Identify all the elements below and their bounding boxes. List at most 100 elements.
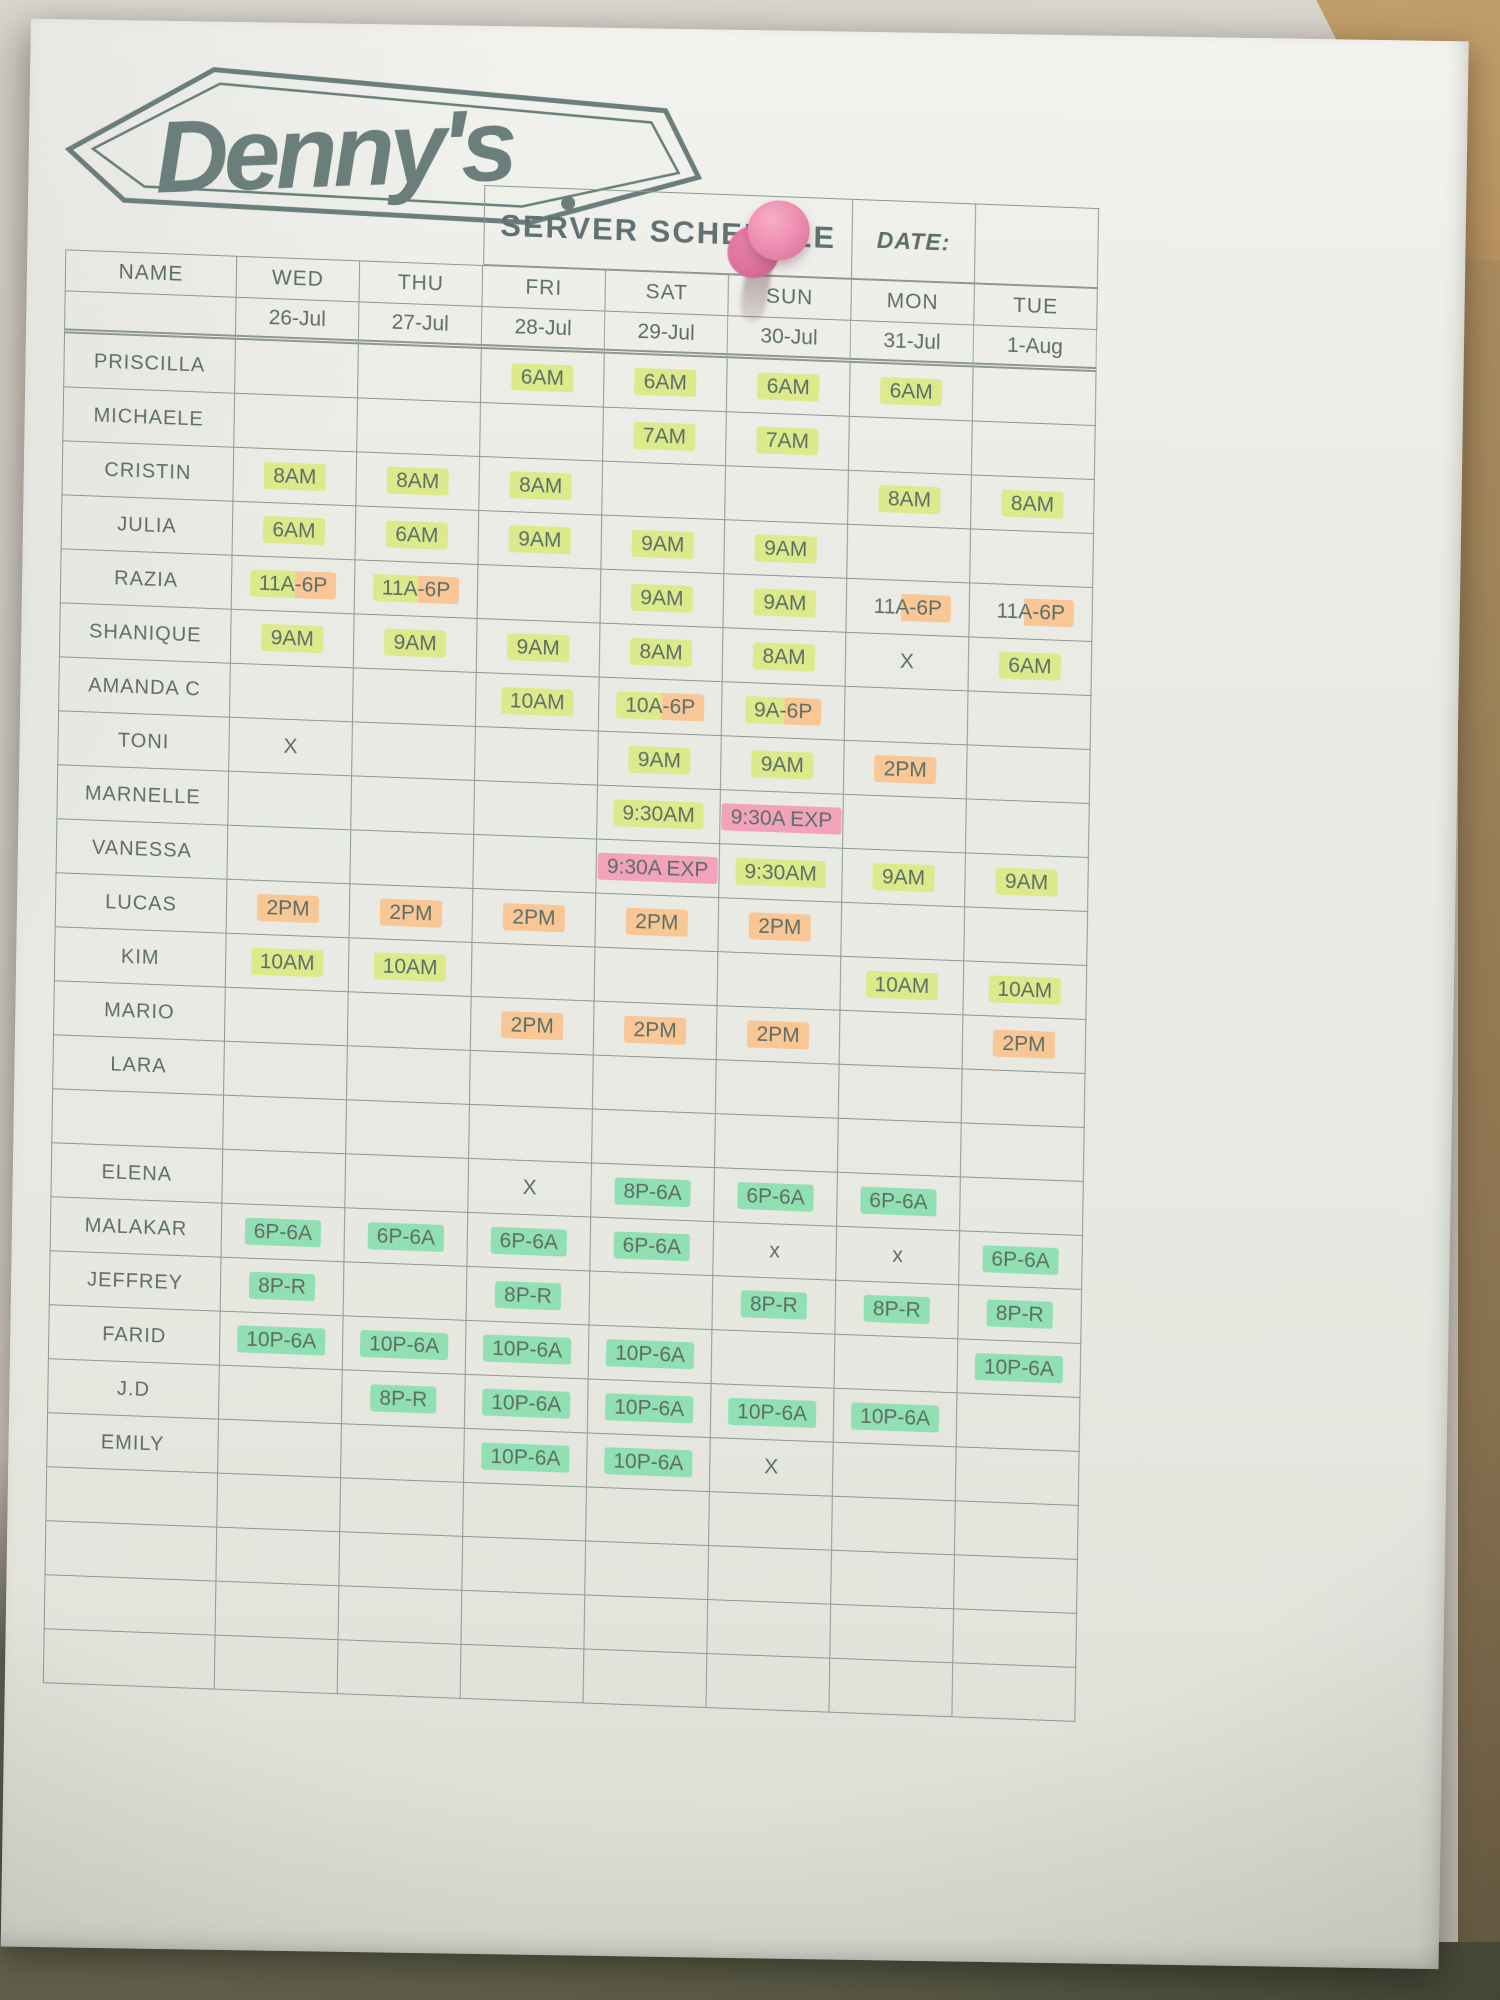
date-header-fri: 28-Jul: [481, 306, 606, 354]
schedule-cell: 2PM: [962, 1015, 1087, 1074]
shift-text: ELENA: [101, 1160, 173, 1186]
schedule-cell: 2PM: [716, 1006, 841, 1065]
empty-schedule-cell: [956, 1393, 1081, 1452]
empty-schedule-cell: [583, 1649, 708, 1709]
shift-text: THU: [397, 271, 445, 296]
empty-schedule-cell: [844, 686, 969, 746]
schedule-cell: 8P-R: [466, 1266, 591, 1326]
shift-text: AMANDA C: [88, 673, 201, 701]
empty-schedule-cell: [224, 1041, 348, 1101]
shift-highlight: 10P-6A: [974, 1352, 1064, 1384]
schedule-cell: 9:30AM: [597, 785, 721, 845]
empty-schedule-cell: [347, 992, 472, 1051]
shift-text: 1-Aug: [1006, 333, 1064, 359]
empty-schedule-cell: [708, 1546, 832, 1605]
shift-text: MON: [886, 289, 939, 315]
shift-text: PRISCILLA: [93, 349, 206, 377]
shift-text: x: [892, 1243, 904, 1268]
empty-schedule-cell: [471, 942, 596, 1002]
shift-highlight: 9AM: [507, 633, 569, 663]
shift-text: 31-Jul: [883, 329, 941, 355]
empty-schedule-cell: [229, 663, 354, 723]
schedule-cell: 6AM: [849, 362, 974, 422]
shift-highlight: 8P-R: [863, 1294, 930, 1325]
shift-highlight: 9A-6P: [744, 695, 822, 726]
empty-schedule-cell: [214, 1635, 339, 1695]
shift-text: VANESSA: [91, 836, 193, 862]
shift-text: JEFFREY: [87, 1268, 184, 1294]
name-cell: PRISCILLA: [63, 333, 236, 394]
shift-highlight: 6AM: [511, 363, 574, 393]
schedule-cell: 10P-6A: [588, 1325, 713, 1385]
shift-highlight: 8P-R: [248, 1271, 316, 1302]
empty-schedule-cell: [469, 1050, 594, 1110]
shift-highlight: 6P-6A: [982, 1245, 1059, 1276]
shift-highlight: 6P-6A: [613, 1231, 691, 1262]
empty-schedule-cell: [340, 1478, 465, 1537]
empty-schedule-cell: [477, 564, 602, 624]
empty-schedule-cell: [337, 1640, 462, 1699]
schedule-cell: 8P-R: [220, 1257, 345, 1317]
name-cell: JULIA: [60, 495, 234, 556]
schedule-cell: 9AM: [842, 848, 966, 908]
schedule-cell: 7AM: [603, 407, 727, 467]
logo-wordmark: Denny's: [153, 87, 517, 214]
schedule-cell: 10AM: [963, 961, 1088, 1020]
schedule-cell: X: [845, 632, 970, 692]
shift-highlight: 6P-6A: [860, 1186, 937, 1217]
empty-schedule-cell: [838, 1064, 963, 1124]
empty-name-cell: [44, 1521, 218, 1582]
schedule-cell: X: [709, 1438, 834, 1497]
schedule-cell: 9AM: [230, 609, 355, 669]
shift-highlight: 10P-6A: [482, 1334, 572, 1365]
empty-schedule-cell: [474, 780, 598, 840]
name-cell: MICHAELE: [62, 387, 236, 448]
schedule-cell: 10P-6A: [465, 1320, 590, 1380]
schedule-cell: x: [713, 1222, 838, 1281]
date-header-mon: 31-Jul: [850, 320, 975, 368]
empty-schedule-cell: [584, 1595, 709, 1655]
shift-highlight: 2PM: [257, 893, 319, 924]
schedule-cell: 10AM: [348, 938, 473, 997]
name-cell: LARA: [52, 1035, 225, 1096]
shift-highlight: 2PM: [501, 1011, 563, 1041]
shift-highlight: 10AM: [250, 947, 324, 978]
empty-schedule-cell: [831, 1496, 956, 1556]
shift-text: TONI: [117, 729, 170, 753]
schedule-cell: 6AM: [232, 501, 357, 561]
shift-highlight: 9AM: [872, 862, 935, 893]
schedule-cell: 9AM: [723, 574, 848, 633]
schedule-cell: 6AM: [968, 637, 1093, 697]
schedule-cell: 10P-6A: [957, 1339, 1082, 1398]
shift-highlight: 8AM: [753, 642, 815, 672]
empty-schedule-cell: [847, 524, 972, 584]
empty-name-cell: [43, 1575, 217, 1636]
schedule-cell: 9AM: [600, 569, 725, 629]
schedule-cell: 6P-6A: [590, 1217, 715, 1277]
shift-highlight: 8P-R: [986, 1299, 1053, 1329]
shift-highlight: 9:30AM: [613, 799, 704, 830]
empty-schedule-cell: [725, 466, 849, 525]
schedule-cell: 8AM: [971, 475, 1095, 535]
shift-text: X: [764, 1455, 779, 1479]
empty-schedule-cell: [460, 1644, 585, 1704]
logo-hexagon-inner: [90, 82, 681, 208]
date-header-tue: 1-Aug: [973, 325, 1098, 373]
shift-highlight: 6AM: [263, 515, 325, 546]
schedule-cell: 6P-6A: [221, 1203, 346, 1263]
shift-highlight: 6AM: [999, 651, 1061, 681]
empty-schedule-cell: [830, 1604, 955, 1664]
day-header-wed: WED: [236, 255, 361, 303]
shift-highlight: 6AM: [634, 367, 697, 398]
shift-highlight: 9:30A EXP: [721, 803, 842, 835]
date-header-name: [64, 291, 237, 340]
schedule-cell: X: [468, 1158, 593, 1218]
schedule-cell: 11A-6P: [231, 555, 356, 615]
empty-schedule-cell: [228, 771, 353, 831]
shift-highlight: 10P-6A: [850, 1402, 940, 1433]
day-header-tue: TUE: [974, 283, 1098, 331]
shift-text: CRISTIN: [104, 458, 192, 484]
name-cell: LUCAS: [54, 873, 228, 934]
empty-schedule-cell: [352, 722, 476, 781]
